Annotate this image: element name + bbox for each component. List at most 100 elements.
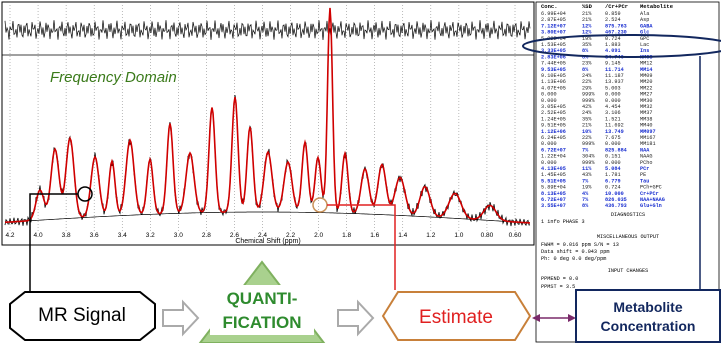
table-footer: PPMST = 3.5	[541, 284, 575, 290]
table-cell: 1.781	[605, 172, 621, 178]
x-tick-label: 1.0	[454, 232, 463, 239]
arrowhead	[568, 314, 576, 322]
table-cell: 10.000	[605, 191, 624, 197]
table-footer: INPUT CHANGES	[608, 268, 648, 274]
x-tick-label: 2.4	[258, 232, 267, 239]
table-cell: MM30	[640, 98, 652, 104]
table-cell: MM12	[640, 61, 652, 67]
table-cell: 8%	[582, 203, 589, 209]
table-cell: GABA	[640, 23, 653, 29]
table-cell: 7%	[582, 178, 589, 184]
table-cell: 436.793	[605, 203, 627, 209]
table-cell: 13.937	[605, 79, 624, 85]
table-cell: 11.714	[605, 67, 624, 73]
table-cell: 7.12E+07	[541, 23, 566, 29]
table-cell: 3.33E+05	[541, 48, 566, 54]
concentration-node	[575, 289, 721, 343]
table-cell: 5.89E+04	[541, 185, 566, 191]
table-cell: NAA+NAAG	[640, 197, 665, 203]
table-cell: 825.884	[605, 147, 627, 153]
table-cell: MM38	[640, 116, 652, 122]
table-cell: 1.24E+05	[541, 116, 566, 122]
table-cell: 19%	[582, 185, 592, 191]
table-cell: 5.084	[605, 166, 621, 172]
table-cell: 4.454	[605, 104, 621, 110]
concentration-label: Metabolite	[613, 299, 682, 315]
table-cell: 0.000	[541, 141, 557, 147]
table-cell: 6.72E+07	[541, 197, 566, 203]
x-ticks: 4.2 4.0 3.8 3.6 3.4 3.2 3.0 2.8 2.6 2.4 2.2 2.0 1.8 1…	[5, 232, 521, 239]
table-cell: NAAG	[640, 154, 652, 160]
table-cell: 3.80E+07	[541, 30, 566, 36]
table-footer: 1 info PHASE 3	[541, 219, 585, 225]
table-footer: PPMEND = 0.0	[541, 276, 578, 282]
table-cell: Asp	[640, 17, 649, 23]
table-cell: 10%	[582, 129, 592, 135]
results-table: Conc. %SD/Cr+PCr Metabolite 6.99E+04 21% 0.85…	[541, 3, 674, 290]
table-cell: 0.724	[605, 185, 621, 191]
table-cell: 2.83E+06	[541, 54, 566, 60]
x-tick-label: 3.0	[174, 232, 183, 239]
table-cell: 8%	[582, 54, 589, 60]
table-cell: 2.87E+05	[541, 17, 566, 23]
table-cell: 35%	[582, 42, 592, 48]
table-cell: 12%	[582, 30, 592, 36]
table-cell: 0.000	[605, 98, 621, 104]
table-cell: 9.53E+05	[541, 67, 566, 73]
table-cell: 6.72E+07	[541, 147, 566, 153]
table-footer: MISCELLANEOUS OUTPUT	[597, 234, 659, 240]
table-cell: 19%	[582, 36, 592, 42]
signal-connector	[29, 193, 78, 300]
table-cell: 8%	[582, 67, 589, 73]
table-cell: 0.000	[605, 141, 621, 147]
table-cell: 21%	[582, 123, 592, 129]
estimate-label: Estimate	[419, 307, 493, 328]
baseline-curve	[4, 211, 530, 224]
x-tick-label: 1.6	[370, 232, 379, 239]
table-footer: Data shift = 0.043 ppm	[541, 249, 610, 255]
table-cell: 0.000	[541, 160, 557, 166]
table-cell: 24%	[582, 73, 592, 79]
table-cell: MM37	[640, 110, 652, 116]
x-tick-label: 3.2	[146, 232, 155, 239]
table-cell: MM097	[640, 129, 656, 135]
concentration-label: Concentration	[601, 318, 696, 334]
signal-label: MR Signal	[38, 305, 126, 326]
highlight-ellipse	[522, 34, 721, 58]
table-cell: Glu+Gln	[640, 203, 662, 209]
quantification-label: QUANTI-	[227, 289, 298, 308]
arrowhead	[532, 314, 540, 322]
table-cell: 1.13E+06	[541, 79, 566, 85]
table-cell: 29%	[582, 85, 592, 91]
table-cell: 999%	[582, 160, 595, 166]
table-cell: MM167	[640, 135, 656, 141]
table-cell: 1.53E+05	[541, 42, 566, 48]
table-cell: 826.035	[605, 197, 627, 203]
table-cell: PCho	[640, 160, 652, 166]
quantification-label: FICATION	[222, 313, 301, 332]
table-cell: 0.000	[605, 92, 621, 98]
table-cell: Tau	[640, 178, 649, 184]
table-cell: 8.13E+05	[541, 191, 566, 197]
table-cell: MM20	[640, 79, 652, 85]
table-cell: 0.000	[541, 98, 557, 104]
table-cell: 9.145	[605, 61, 621, 67]
table-cell: 43%	[582, 172, 592, 178]
x-tick-label: 0.80	[481, 232, 494, 239]
table-cell: 304%	[582, 154, 595, 160]
table-cell: 4.13E+05	[541, 166, 566, 172]
table-cell: 23%	[582, 61, 592, 67]
table-cell: 7%	[582, 197, 589, 203]
x-tick-label: 2.6	[230, 232, 239, 239]
estimate-node	[381, 291, 532, 341]
table-cell: 12%	[582, 23, 592, 29]
table-cell: MM09	[640, 73, 652, 79]
table-cell: 6.24E+05	[541, 135, 566, 141]
table-header: Metabolite	[640, 3, 674, 10]
table-cell: 2.524	[605, 17, 621, 23]
table-cell: 1.883	[605, 42, 621, 48]
table-cell: MM14	[640, 67, 652, 73]
fit-spectrum	[4, 7, 530, 224]
table-cell: PCh+GPC	[640, 185, 662, 191]
table-cell: MM40	[640, 123, 652, 129]
